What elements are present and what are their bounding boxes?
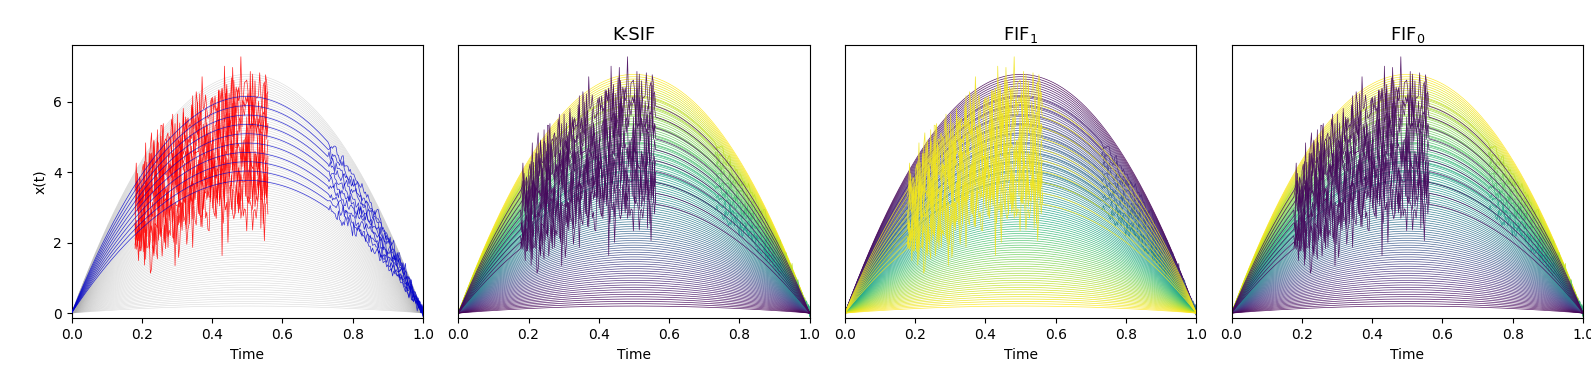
- Y-axis label: x(t): x(t): [33, 170, 48, 194]
- X-axis label: Time: Time: [1391, 348, 1424, 362]
- X-axis label: Time: Time: [231, 348, 264, 362]
- Title: FIF$_1$: FIF$_1$: [1002, 25, 1039, 45]
- Title: K-SIF: K-SIF: [613, 26, 655, 44]
- Title: FIF$_0$: FIF$_0$: [1389, 25, 1426, 45]
- X-axis label: Time: Time: [617, 348, 651, 362]
- X-axis label: Time: Time: [1004, 348, 1037, 362]
